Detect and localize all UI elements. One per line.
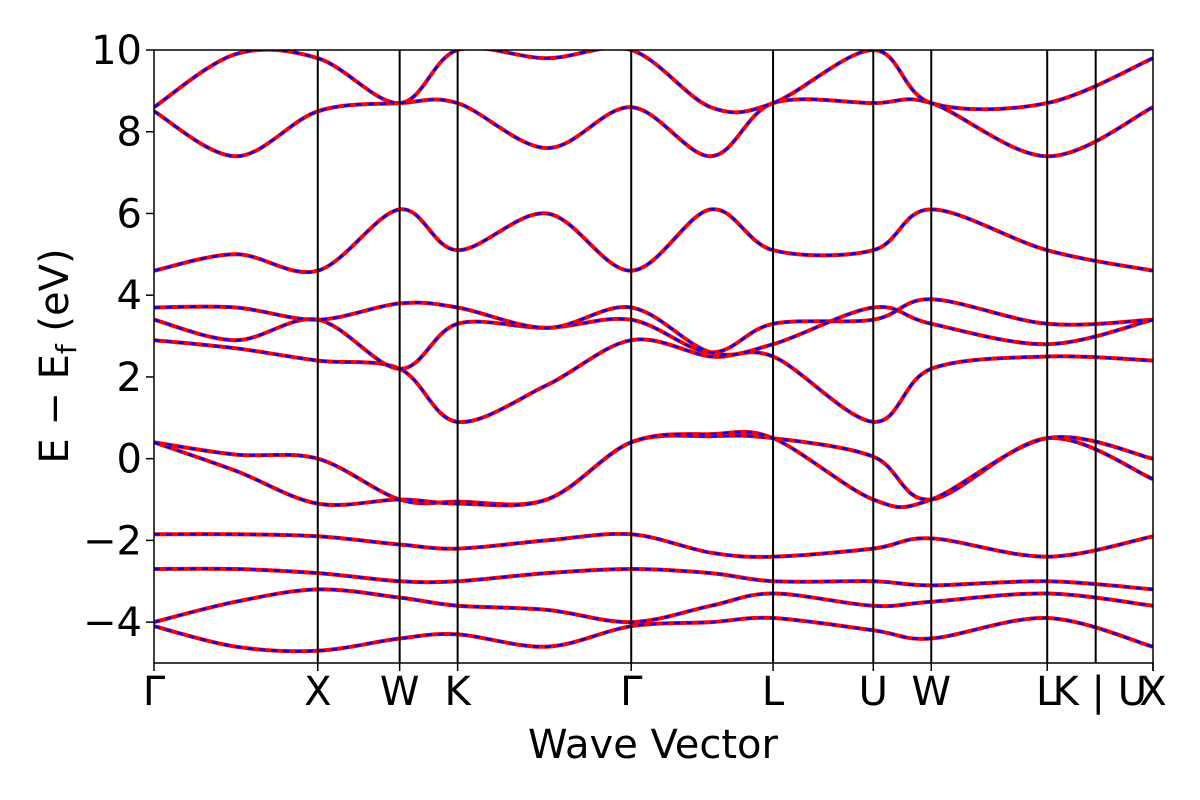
- band-4-dashed: [154, 434, 1153, 506]
- y-tick-label-7: 10: [91, 28, 142, 74]
- y-axis-title-subscript: f: [50, 343, 83, 354]
- kpoint-lines: [316, 50, 1097, 663]
- x-tick-label-9: K | U: [1053, 669, 1147, 715]
- y-tick-label-1: −2: [83, 518, 142, 564]
- plot-background: [154, 50, 1153, 663]
- y-axis-ticks: −4 −2 0 2 4 6 8 10: [83, 28, 154, 646]
- y-tick-label-5: 6: [117, 191, 142, 237]
- x-tick-label-1: X: [304, 669, 331, 715]
- x-tick-label-5: L: [762, 669, 785, 715]
- x-tick-label-8: L: [1036, 669, 1059, 715]
- y-axis-title: E − Ef (eV): [32, 248, 83, 463]
- y-axis-title-unit: (eV): [32, 248, 78, 344]
- band-8-dashed: [154, 301, 1153, 356]
- y-tick-label-0: −4: [83, 600, 142, 646]
- x-tick-label-4: Γ: [620, 669, 643, 715]
- x-axis-ticks: Γ X W K Γ L U W LK | UX: [143, 663, 1167, 715]
- y-axis-title-main: E − E: [32, 354, 78, 464]
- x-axis-title: Wave Vector: [528, 722, 779, 768]
- x-tick-label-2: W: [380, 669, 420, 715]
- y-tick-label-2: 0: [117, 437, 142, 483]
- x-tick-label-7: W: [911, 669, 951, 715]
- x-tick-label-6: U: [859, 669, 888, 715]
- band-3-dashed: [154, 532, 1153, 559]
- y-tick-label-6: 8: [117, 110, 142, 156]
- x-tick-label-3: K: [445, 669, 473, 715]
- y-tick-label-3: 2: [117, 355, 142, 401]
- band-2-dashed: [154, 567, 1153, 591]
- x-tick-label-0: Γ: [143, 669, 166, 715]
- band-9-dashed: [154, 208, 1153, 274]
- plot-frame: [153, 49, 1154, 664]
- x-tick-label-10: X: [1139, 669, 1166, 715]
- y-tick-label-4: 4: [117, 273, 142, 319]
